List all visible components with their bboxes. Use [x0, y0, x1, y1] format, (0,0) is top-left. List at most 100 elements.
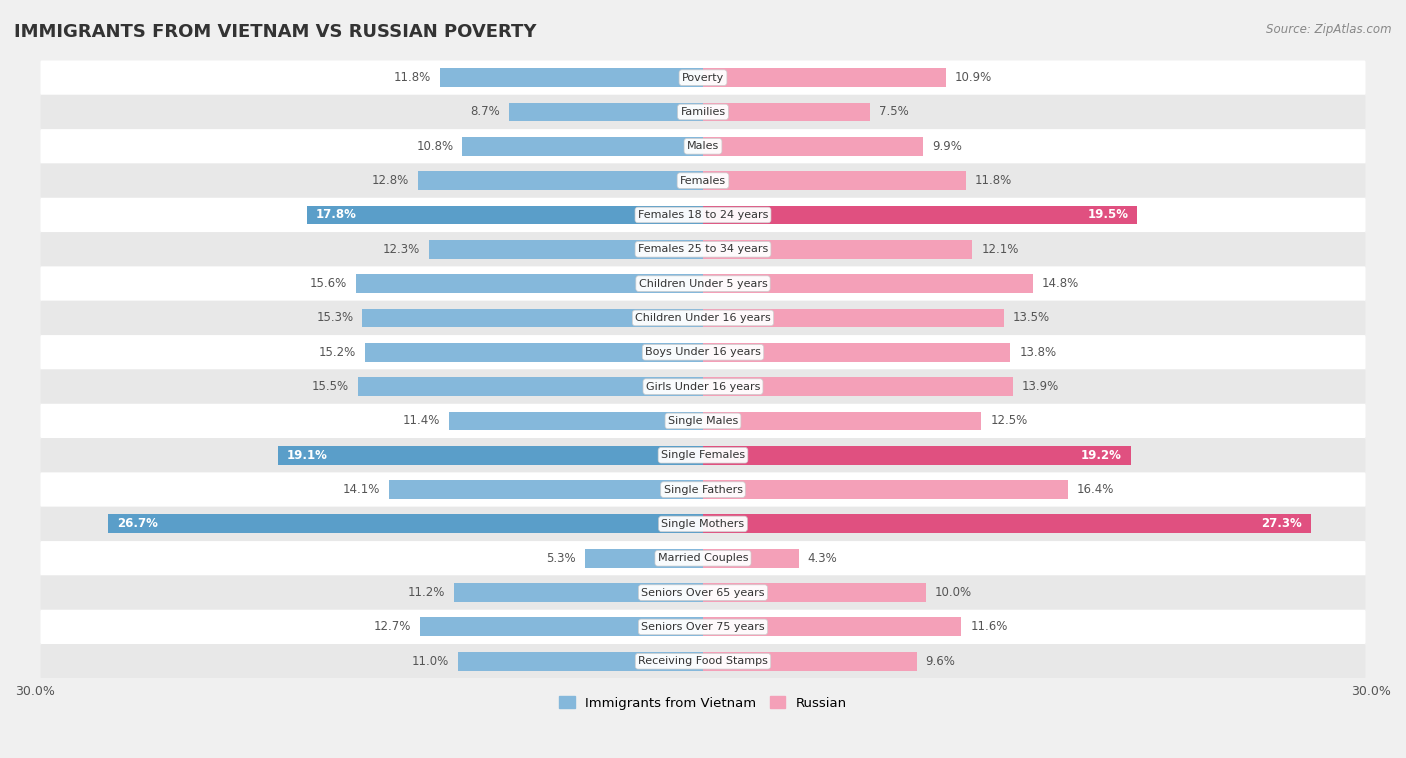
Text: 9.6%: 9.6%	[925, 655, 956, 668]
Text: Children Under 16 years: Children Under 16 years	[636, 313, 770, 323]
Bar	[509, 102, 703, 121]
FancyBboxPatch shape	[41, 129, 1365, 164]
Text: 26.7%: 26.7%	[117, 518, 159, 531]
FancyBboxPatch shape	[41, 301, 1365, 335]
Bar	[307, 205, 703, 224]
Bar	[703, 446, 1130, 465]
Text: 15.3%: 15.3%	[316, 312, 353, 324]
FancyBboxPatch shape	[41, 404, 1365, 438]
Text: 11.8%: 11.8%	[974, 174, 1012, 187]
Bar	[458, 652, 703, 671]
FancyBboxPatch shape	[41, 369, 1365, 404]
FancyBboxPatch shape	[41, 232, 1365, 267]
Bar	[454, 583, 703, 602]
Text: 27.3%: 27.3%	[1261, 518, 1302, 531]
Bar	[364, 343, 703, 362]
Text: 15.6%: 15.6%	[309, 277, 347, 290]
Text: 11.0%: 11.0%	[412, 655, 449, 668]
Text: 10.9%: 10.9%	[955, 71, 991, 84]
Text: 12.8%: 12.8%	[371, 174, 409, 187]
Bar	[703, 412, 981, 431]
Text: 12.7%: 12.7%	[374, 621, 412, 634]
Bar	[418, 171, 703, 190]
Bar	[703, 240, 973, 258]
Text: Seniors Over 65 years: Seniors Over 65 years	[641, 587, 765, 597]
Bar	[703, 205, 1137, 224]
Legend: Immigrants from Vietnam, Russian: Immigrants from Vietnam, Russian	[554, 691, 852, 715]
Bar	[703, 618, 962, 637]
Bar	[703, 583, 925, 602]
FancyBboxPatch shape	[41, 95, 1365, 129]
Text: 5.3%: 5.3%	[547, 552, 576, 565]
Bar	[703, 652, 917, 671]
Text: 11.8%: 11.8%	[394, 71, 432, 84]
Text: Single Males: Single Males	[668, 416, 738, 426]
Bar	[363, 309, 703, 327]
Bar	[449, 412, 703, 431]
FancyBboxPatch shape	[41, 541, 1365, 575]
FancyBboxPatch shape	[41, 335, 1365, 369]
FancyBboxPatch shape	[41, 267, 1365, 301]
Bar	[463, 137, 703, 155]
Bar	[429, 240, 703, 258]
Text: 15.5%: 15.5%	[312, 380, 349, 393]
Bar	[703, 480, 1069, 499]
Bar	[703, 343, 1011, 362]
Bar	[703, 515, 1310, 534]
Text: 16.4%: 16.4%	[1077, 483, 1115, 496]
FancyBboxPatch shape	[41, 61, 1365, 95]
FancyBboxPatch shape	[41, 472, 1365, 507]
Bar	[389, 480, 703, 499]
Bar	[703, 171, 966, 190]
Bar	[703, 377, 1012, 396]
Text: 10.0%: 10.0%	[935, 586, 972, 599]
FancyBboxPatch shape	[41, 438, 1365, 472]
Bar	[703, 68, 946, 87]
Bar	[703, 137, 924, 155]
Bar	[703, 274, 1032, 293]
Text: 13.8%: 13.8%	[1019, 346, 1056, 359]
Bar	[277, 446, 703, 465]
FancyBboxPatch shape	[41, 575, 1365, 609]
Text: Married Couples: Married Couples	[658, 553, 748, 563]
Text: 12.5%: 12.5%	[990, 415, 1028, 428]
Text: Males: Males	[688, 141, 718, 152]
Bar	[108, 515, 703, 534]
Text: 11.4%: 11.4%	[404, 415, 440, 428]
Bar	[585, 549, 703, 568]
FancyBboxPatch shape	[41, 507, 1365, 541]
Text: Females 18 to 24 years: Females 18 to 24 years	[638, 210, 768, 220]
FancyBboxPatch shape	[41, 609, 1365, 644]
Text: 12.3%: 12.3%	[382, 243, 420, 255]
Bar	[703, 549, 799, 568]
Text: 9.9%: 9.9%	[932, 139, 962, 153]
Text: 13.5%: 13.5%	[1012, 312, 1050, 324]
Bar	[703, 309, 1004, 327]
Text: 4.3%: 4.3%	[807, 552, 838, 565]
Text: Females: Females	[681, 176, 725, 186]
Bar	[440, 68, 703, 87]
Text: Families: Families	[681, 107, 725, 117]
Text: Children Under 5 years: Children Under 5 years	[638, 279, 768, 289]
Bar	[703, 102, 870, 121]
Text: 19.1%: 19.1%	[287, 449, 328, 462]
Text: Source: ZipAtlas.com: Source: ZipAtlas.com	[1267, 23, 1392, 36]
Text: Boys Under 16 years: Boys Under 16 years	[645, 347, 761, 357]
Text: 13.9%: 13.9%	[1021, 380, 1059, 393]
Text: 7.5%: 7.5%	[879, 105, 908, 118]
Text: 19.2%: 19.2%	[1081, 449, 1122, 462]
Text: IMMIGRANTS FROM VIETNAM VS RUSSIAN POVERTY: IMMIGRANTS FROM VIETNAM VS RUSSIAN POVER…	[14, 23, 537, 41]
Text: 11.6%: 11.6%	[970, 621, 1008, 634]
Text: Single Fathers: Single Fathers	[664, 484, 742, 495]
Text: Girls Under 16 years: Girls Under 16 years	[645, 381, 761, 392]
Text: 12.1%: 12.1%	[981, 243, 1019, 255]
Text: 8.7%: 8.7%	[471, 105, 501, 118]
Text: 19.5%: 19.5%	[1087, 208, 1129, 221]
Bar	[356, 274, 703, 293]
Text: Single Mothers: Single Mothers	[661, 519, 745, 529]
FancyBboxPatch shape	[41, 164, 1365, 198]
Text: Seniors Over 75 years: Seniors Over 75 years	[641, 622, 765, 632]
Text: Poverty: Poverty	[682, 73, 724, 83]
FancyBboxPatch shape	[41, 198, 1365, 232]
Bar	[420, 618, 703, 637]
